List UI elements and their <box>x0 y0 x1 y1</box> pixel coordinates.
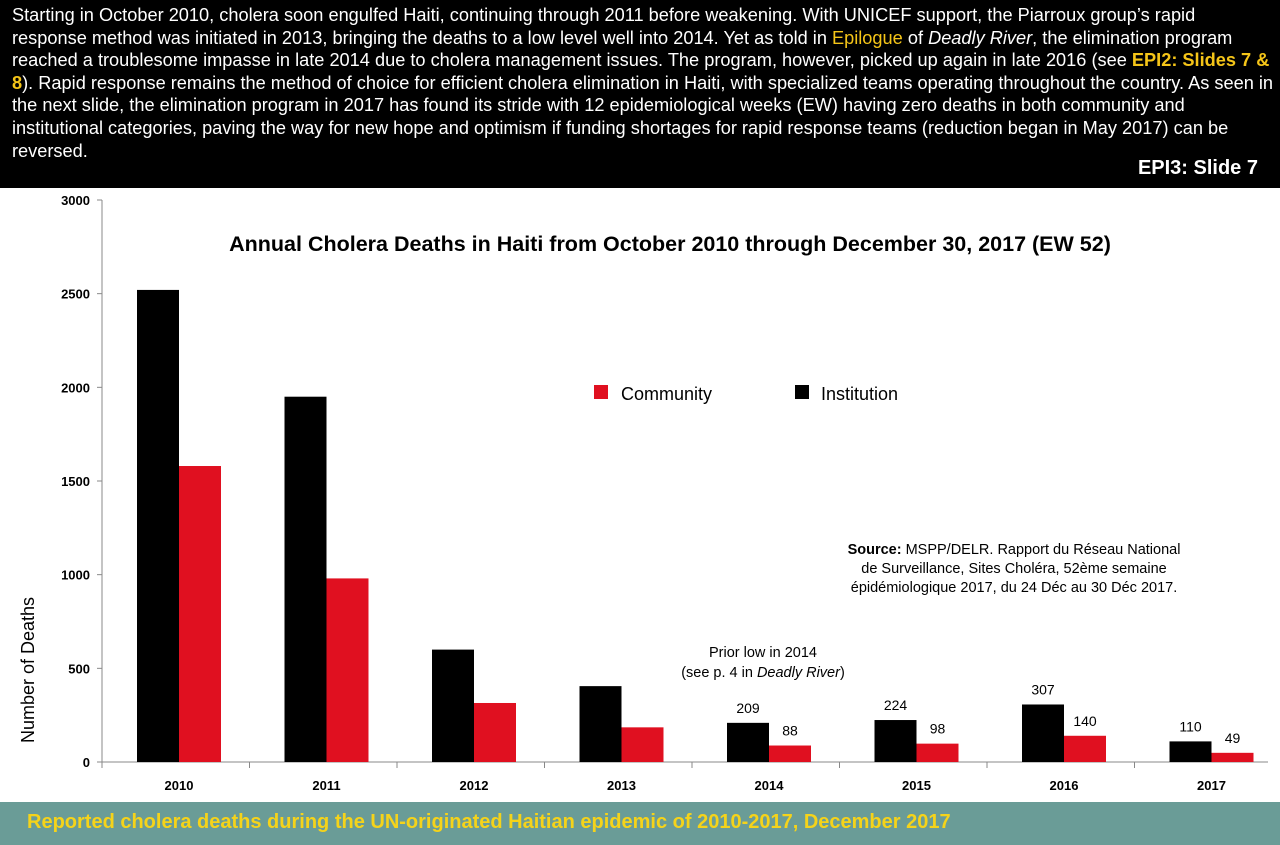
bar-institution-2011 <box>284 396 327 762</box>
y-tick-label: 0 <box>83 755 90 770</box>
intro-paragraph: Starting in October 2010, cholera soon e… <box>12 4 1274 162</box>
x-tick-label-2013: 2013 <box>607 778 636 793</box>
legend-swatch-institution <box>795 385 809 399</box>
bar-institution-2017 <box>1169 741 1212 762</box>
header-panel: Starting in October 2010, cholera soon e… <box>0 0 1280 188</box>
source-line2: de Surveillance, Sites Choléra, 52ème se… <box>861 561 1166 577</box>
footer-caption: Reported cholera deaths during the UN-or… <box>27 811 951 833</box>
bar-institution-2012 <box>432 649 474 762</box>
chart-axes: 0 500 1000 1500 2000 2500 3000 <box>61 193 1268 770</box>
bar-institution-2014 <box>727 722 769 762</box>
prior-low-line2-post: ) <box>840 665 845 681</box>
legend-label-institution: Institution <box>821 384 898 404</box>
y-tick-label: 2500 <box>61 287 90 302</box>
data-label-institution-2015: 224 <box>884 697 908 713</box>
data-label-institution-2014: 209 <box>736 700 760 716</box>
source-line1-text: MSPP/DELR. Rapport du Réseau National <box>902 542 1181 558</box>
chart-bars <box>137 289 1254 762</box>
data-label-community-2014: 88 <box>782 723 798 739</box>
x-tick-label-2011: 2011 <box>312 778 340 793</box>
epi2-slides-link[interactable]: EPI2: Slides 7 & 8 <box>12 50 1270 93</box>
y-tick-label: 500 <box>68 661 90 676</box>
bar-community-2013 <box>621 727 664 762</box>
x-tick-label-2014: 2014 <box>755 778 785 793</box>
bar-community-2014 <box>769 745 811 762</box>
source-line1: Source: MSPP/DELR. Rapport du Réseau Nat… <box>848 542 1181 558</box>
chart-legend: Community Institution <box>594 384 898 404</box>
data-label-community-2015: 98 <box>930 721 946 737</box>
legend-label-community: Community <box>621 384 712 404</box>
slide-label: EPI3: Slide 7 <box>1137 157 1258 179</box>
chart-title: Annual Cholera Deaths in Haiti from Octo… <box>229 232 1111 256</box>
y-tick-label: 1000 <box>61 568 90 583</box>
intro-text-2: of <box>902 27 929 48</box>
intro-text-4: ). Rapid response remains the method of … <box>12 72 1274 161</box>
bar-institution-2010 <box>137 289 179 762</box>
bar-community-2011 <box>326 578 369 762</box>
data-label-institution-2017: 110 <box>1179 718 1202 734</box>
y-axis-label: Number of Deaths <box>18 597 38 743</box>
bar-community-2010 <box>179 466 221 762</box>
bar-institution-2013 <box>579 686 622 762</box>
legend-swatch-community <box>594 385 608 399</box>
chart-labels: 2010 2011 2012 2013 2014 209 88 2015 224 98 2016 30… <box>165 681 1241 793</box>
bar-community-2017 <box>1211 752 1254 762</box>
chart-area: 0 500 1000 1500 2000 2500 3000 2010 2011 2012 201… <box>0 188 1280 802</box>
prior-low-line1: Prior low in 2014 <box>709 645 817 661</box>
source-label: Source: <box>848 542 902 558</box>
y-tick-label: 3000 <box>61 193 90 208</box>
y-tick-label: 1500 <box>61 474 90 489</box>
prior-low-line2: (see p. 4 in Deadly River) <box>681 665 845 681</box>
epilogue-link[interactable]: Epilogue <box>831 27 903 48</box>
x-tick-label-2012: 2012 <box>460 778 489 793</box>
bar-community-2012 <box>474 702 516 762</box>
data-label-community-2017: 49 <box>1225 730 1241 746</box>
x-tick-label-2015: 2015 <box>902 778 931 793</box>
footer-bar: Reported cholera deaths during the UN-or… <box>0 802 1280 845</box>
source-line3: épidémiologique 2017, du 24 Déc au 30 Dé… <box>851 580 1178 596</box>
source-note: Source: MSPP/DELR. Rapport du Réseau Nat… <box>848 542 1181 596</box>
y-tick-label: 2000 <box>61 380 90 395</box>
x-tick-label-2016: 2016 <box>1050 778 1079 793</box>
intro-text-3: , the elimination program reached a trou… <box>12 27 1233 71</box>
x-tick-label-2010: 2010 <box>165 778 194 793</box>
x-tick-label-2017: 2017 <box>1197 778 1226 793</box>
data-label-community-2016: 140 <box>1073 713 1097 729</box>
intro-text-1: Starting in October 2010, cholera soon e… <box>12 5 1196 48</box>
prior-low-line2-pre: (see p. 4 in <box>681 665 757 681</box>
prior-low-book-title: Deadly River <box>757 665 841 681</box>
data-label-institution-2016: 307 <box>1031 681 1055 697</box>
bar-community-2016 <box>1064 735 1106 762</box>
book-title: Deadly River <box>928 27 1033 48</box>
bar-institution-2015 <box>874 720 917 762</box>
bar-community-2015 <box>916 743 959 762</box>
bar-institution-2016 <box>1022 704 1064 762</box>
prior-low-annotation: Prior low in 2014 (see p. 4 in Deadly Ri… <box>681 645 845 681</box>
